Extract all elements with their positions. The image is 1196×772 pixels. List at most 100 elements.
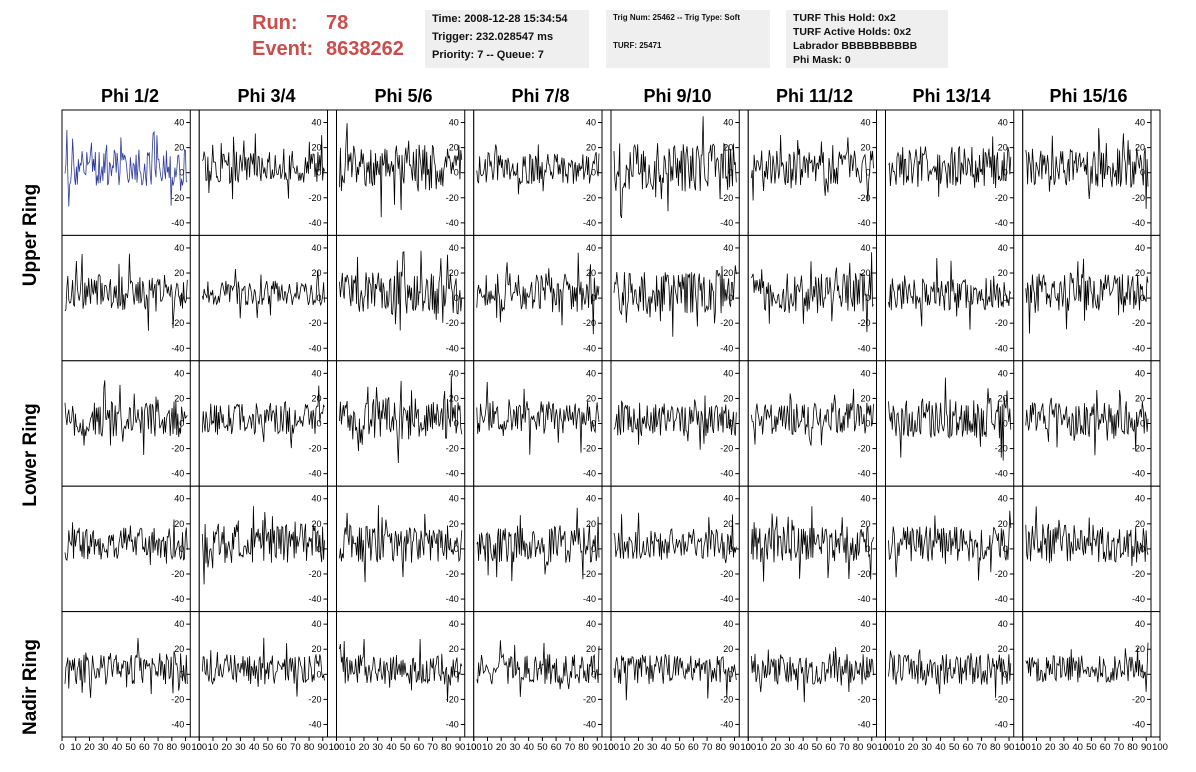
waveform-trace	[1025, 258, 1149, 334]
y-tick-label: 40	[998, 619, 1008, 629]
x-tick-label: 10	[757, 742, 768, 753]
y-tick-label: 20	[586, 393, 596, 403]
y-tick-label: -40	[446, 719, 459, 729]
y-tick-label: -40	[995, 594, 1008, 604]
x-tick-label: 80	[990, 742, 1001, 753]
column-header-phi-7-8: Phi 7/8	[511, 86, 570, 106]
waveform-panel-r3-c8: -40 -20 0 20 40	[1022, 360, 1161, 487]
y-tick-label: -20	[308, 193, 321, 203]
y-tick-label: -40	[583, 469, 596, 479]
x-tick-label: 10	[208, 742, 219, 753]
y-tick-label: 0	[179, 168, 184, 178]
y-tick-label: -40	[308, 469, 321, 479]
waveform-trace	[64, 638, 188, 698]
y-tick-label: -40	[995, 343, 1008, 353]
x-tick-label: 10	[1031, 742, 1042, 753]
y-tick-label: -40	[1132, 594, 1145, 604]
x-tick-label: 50	[674, 742, 685, 753]
waveform-trace	[339, 505, 463, 583]
x-tick-label: 20	[359, 742, 370, 753]
x-tick-label: 70	[290, 742, 301, 753]
x-tick-label: 0	[608, 742, 613, 753]
waveform-trace	[64, 253, 188, 331]
waveform-trace	[750, 506, 874, 582]
x-tick-label: 80	[441, 742, 452, 753]
y-tick-label: 20	[998, 268, 1008, 278]
x-tick-label: 30	[784, 742, 795, 753]
x-tick-label: 60	[276, 742, 287, 753]
x-tick-label: 20	[221, 742, 232, 753]
waveform-trace	[201, 385, 325, 449]
y-tick-label: 20	[1135, 644, 1145, 654]
column-header-phi-9-10: Phi 9/10	[643, 86, 712, 106]
y-tick-label: 40	[860, 619, 870, 629]
y-tick-label: 20	[586, 644, 596, 654]
x-tick-label: 60	[963, 742, 974, 753]
x-tick-label: 70	[839, 742, 850, 753]
y-tick-label: 0	[1003, 293, 1008, 303]
y-tick-label: 20	[174, 393, 184, 403]
y-tick-label: -40	[857, 594, 870, 604]
x-tick-label: 0	[1020, 742, 1025, 753]
y-tick-label: 0	[179, 419, 184, 429]
y-tick-label: -20	[720, 318, 733, 328]
x-tick-label: 10	[619, 742, 630, 753]
turf-this-hold-line: TURF This Hold: 0x2	[793, 12, 896, 24]
y-tick-label: 0	[454, 168, 459, 178]
waveform-panel-r1-c7: -40 -20 0 20 40	[885, 109, 1024, 236]
y-tick-label: -20	[446, 444, 459, 454]
y-tick-label: 0	[1140, 419, 1145, 429]
x-tick-label: 100	[603, 742, 619, 753]
y-tick-label: -20	[720, 694, 733, 704]
y-tick-label: -40	[583, 343, 596, 353]
y-tick-label: -40	[857, 343, 870, 353]
y-tick-label: -20	[857, 569, 870, 579]
y-tick-label: -20	[995, 694, 1008, 704]
y-tick-label: 40	[174, 243, 184, 253]
x-tick-label: 80	[853, 742, 864, 753]
x-tick-label: 50	[812, 742, 823, 753]
y-tick-label: -20	[308, 694, 321, 704]
y-tick-label: 0	[1003, 419, 1008, 429]
y-tick-label: -40	[720, 218, 733, 228]
y-tick-label: 40	[449, 118, 459, 128]
y-tick-label: -40	[857, 719, 870, 729]
x-tick-label: 0	[59, 742, 64, 753]
event-value: 8638262	[326, 38, 404, 60]
x-tick-label: 80	[578, 742, 589, 753]
y-tick-label: -40	[446, 343, 459, 353]
trigger-info-box: Trig Num: 25462 -- Trig Type: Soft TURF:…	[606, 10, 770, 68]
event-label: Event:	[252, 38, 314, 60]
y-tick-label: -20	[857, 318, 870, 328]
y-tick-label: 0	[1140, 293, 1145, 303]
y-tick-label: -20	[446, 569, 459, 579]
x-tick-label: 50	[1086, 742, 1097, 753]
y-tick-label: 0	[1003, 544, 1008, 554]
panel-frame	[610, 611, 749, 738]
trig-num-line: Trig Num: 25462 -- Trig Type: Soft	[613, 13, 740, 22]
x-tick-label: 0	[197, 742, 202, 753]
y-tick-label: 40	[1135, 494, 1145, 504]
waveform-trace	[476, 252, 600, 335]
panel-frame	[198, 109, 337, 236]
panel-frame	[473, 360, 612, 487]
x-tick-label: 10	[70, 742, 81, 753]
y-tick-label: 0	[591, 669, 596, 679]
run-event-header: Run: 78 Event: 8638262	[252, 6, 422, 62]
y-tick-label: 40	[723, 368, 733, 378]
y-tick-label: -20	[446, 318, 459, 328]
panel-frame	[885, 611, 1024, 738]
y-tick-label: 0	[316, 669, 321, 679]
y-tick-label: -40	[171, 594, 184, 604]
y-tick-label: 20	[449, 519, 459, 529]
x-tick-label: 90	[180, 742, 191, 753]
y-tick-label: -20	[995, 193, 1008, 203]
